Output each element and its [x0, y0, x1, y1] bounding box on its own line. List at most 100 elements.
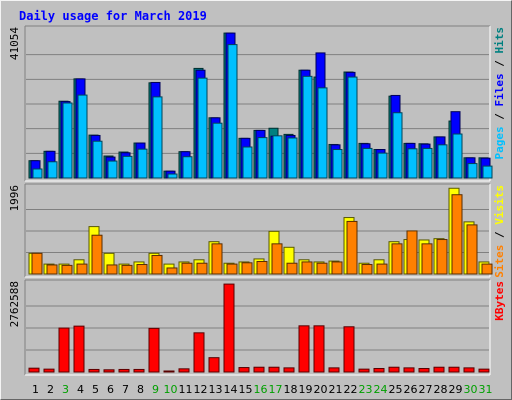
x-tick-label: 31 [479, 383, 493, 396]
bar-sites-day-25 [391, 243, 403, 275]
series-label-part: Sites [493, 245, 506, 278]
x-tick-label: 29 [449, 383, 463, 396]
bar-pages-day-31 [482, 165, 493, 179]
bar-pages-day-24 [377, 152, 388, 179]
bar-sites-day-7 [121, 264, 133, 275]
bar-sites-day-19 [301, 261, 313, 275]
bar-sites-day-18 [286, 262, 298, 275]
bar-sites-day-31 [481, 263, 493, 275]
bar-sites-day-1 [31, 252, 43, 275]
bar-kbytes-day-24 [373, 367, 385, 373]
bar-sites-day-20 [316, 262, 328, 275]
bar-kbytes-day-27 [418, 367, 430, 373]
bar-sites-day-4 [76, 263, 88, 275]
bar-pages-day-14 [227, 44, 238, 179]
bar-sites-day-26 [406, 230, 418, 275]
bar-pages-day-17 [272, 135, 283, 179]
bar-sites-day-2 [46, 264, 58, 275]
bar-pages-day-5 [92, 140, 103, 179]
bar-sites-day-16 [256, 261, 268, 275]
bar-pages-day-7 [122, 155, 133, 179]
bar-pages-day-25 [392, 112, 403, 179]
bar-kbytes-day-9 [148, 327, 160, 373]
series-label-part: / [493, 107, 506, 127]
series-label: Sites / Visits [493, 185, 506, 278]
x-tick-label: 10 [164, 383, 178, 396]
x-tick-label: 25 [389, 383, 403, 396]
bar-sites-day-12 [196, 262, 208, 275]
x-tick-label: 4 [77, 383, 84, 396]
bar-sites-day-13 [211, 243, 223, 275]
bar-pages-day-11 [182, 156, 193, 179]
y-max-label: 1996 [8, 185, 21, 212]
bar-pages-day-13 [212, 122, 223, 179]
bar-pages-day-22 [347, 76, 358, 179]
x-tick-label: 14 [224, 383, 238, 396]
bar-kbytes-day-28 [433, 366, 445, 373]
bar-pages-day-6 [107, 160, 118, 179]
bar-sites-day-27 [421, 243, 433, 275]
bar-pages-day-15 [242, 146, 253, 179]
series-label-part: Files [493, 73, 506, 106]
x-tick-label: 2 [47, 383, 54, 396]
bar-kbytes-day-16 [253, 366, 265, 373]
bar-kbytes-day-17 [268, 366, 280, 373]
series-label-part: KBytes [493, 281, 506, 321]
bar-sites-day-30 [466, 224, 478, 275]
x-tick-label: 24 [374, 383, 388, 396]
bar-kbytes-day-31 [478, 368, 490, 373]
bar-sites-day-23 [361, 264, 373, 275]
bar-kbytes-day-5 [88, 368, 100, 373]
bar-kbytes-day-4 [73, 325, 85, 373]
bar-kbytes-day-8 [133, 368, 145, 373]
bar-pages-day-4 [77, 94, 88, 179]
bar-pages-day-18 [287, 137, 298, 179]
panel-middle: 1996 Sites / Visits [8, 183, 506, 278]
x-tick-label: 3 [62, 383, 69, 396]
bar-pages-day-16 [257, 137, 268, 179]
bar-kbytes-day-25 [388, 366, 400, 373]
bar-pages-day-23 [362, 147, 373, 179]
bar-kbytes-day-29 [448, 366, 460, 373]
bar-pages-day-3 [62, 102, 73, 179]
x-tick-label: 17 [269, 383, 283, 396]
x-tick-label: 9 [152, 383, 159, 396]
x-tick-label: 18 [284, 383, 298, 396]
bar-pages-day-8 [137, 148, 148, 179]
bar-sites-day-22 [346, 220, 358, 275]
x-tick-label: 23 [359, 383, 373, 396]
x-tick-label: 1 [32, 383, 39, 396]
bar-pages-day-19 [302, 75, 313, 179]
bar-pages-day-27 [422, 147, 433, 179]
bar-kbytes-day-20 [313, 325, 325, 373]
x-tick-label: 11 [179, 383, 193, 396]
bar-sites-day-9 [151, 254, 163, 275]
bar-pages-day-9 [152, 96, 163, 179]
bar-sites-day-10 [166, 267, 178, 275]
bar-sites-day-11 [181, 262, 193, 275]
y-max-label: 41054 [8, 27, 21, 60]
bar-kbytes-day-15 [238, 367, 250, 373]
bar-sites-day-5 [91, 234, 103, 275]
series-label: Pages / Files / Hits [493, 27, 506, 160]
bar-sites-day-15 [241, 262, 253, 275]
chart-title: Daily usage for March 2019 [19, 9, 207, 23]
x-tick-label: 7 [122, 383, 129, 396]
bar-kbytes-day-11 [178, 368, 190, 373]
x-tick-label: 19 [299, 383, 313, 396]
x-tick-label: 22 [344, 383, 358, 396]
bar-kbytes-day-3 [58, 327, 70, 373]
bar-pages-day-20 [317, 87, 328, 179]
bar-pages-day-12 [197, 77, 208, 179]
x-tick-label: 12 [194, 383, 208, 396]
bar-kbytes-day-18 [283, 367, 295, 373]
series-label-part: Hits [493, 27, 506, 54]
bar-sites-day-24 [376, 263, 388, 275]
bar-sites-day-8 [136, 264, 148, 275]
bar-sites-day-14 [226, 263, 238, 275]
bar-sites-day-3 [61, 264, 73, 275]
series-label-part: Pages [493, 126, 506, 159]
y-max-label: 2762588 [8, 281, 21, 327]
bar-kbytes-day-14 [223, 283, 235, 373]
